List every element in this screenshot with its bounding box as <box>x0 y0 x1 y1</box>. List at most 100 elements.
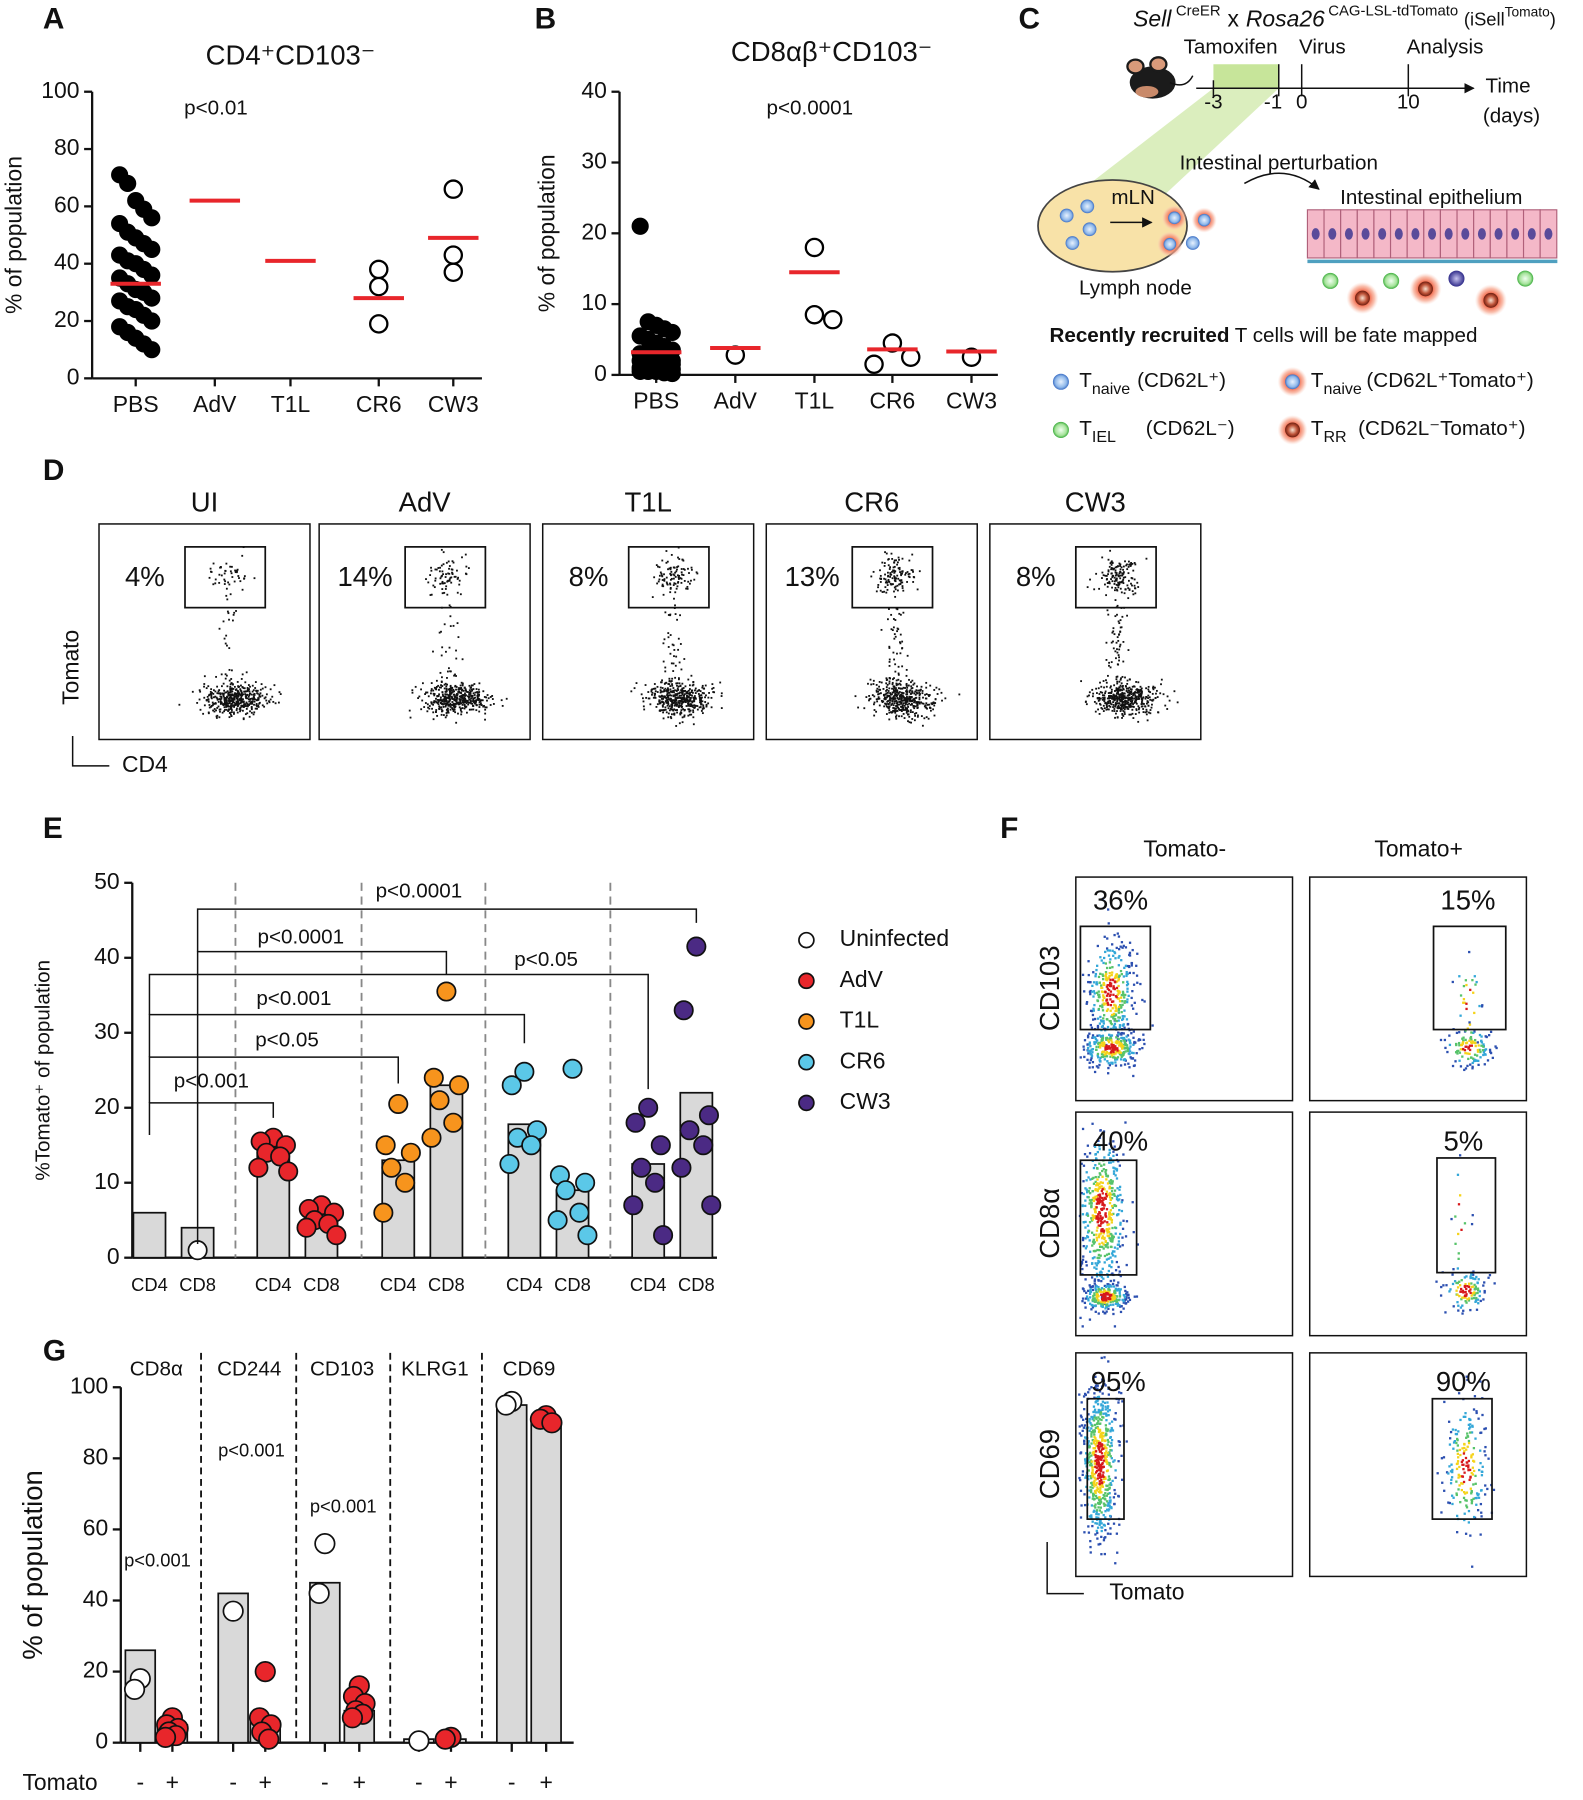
event-dot <box>266 702 269 705</box>
event-dot <box>243 575 246 578</box>
event-dot <box>1132 1036 1135 1039</box>
event-dot <box>691 705 694 708</box>
event-dot <box>905 683 908 686</box>
data-point <box>650 1135 671 1156</box>
event-dot <box>451 703 454 706</box>
x-tick-label: CD8 <box>428 1274 465 1295</box>
event-dot <box>1477 1044 1480 1047</box>
event-dot <box>664 696 666 698</box>
event-dot <box>654 696 656 699</box>
event-dot <box>704 696 706 699</box>
event-dot <box>896 690 899 693</box>
event-dot <box>1127 994 1130 997</box>
event-dot <box>1116 710 1118 712</box>
event-dot <box>1129 698 1132 701</box>
event-dot <box>478 706 481 708</box>
event-dot <box>668 677 671 680</box>
event-dot <box>247 695 250 698</box>
event-dot <box>1108 580 1111 583</box>
event-dot <box>1117 1007 1121 1011</box>
event-dot <box>1473 1030 1476 1033</box>
event-dot <box>662 711 665 714</box>
event-dot <box>437 703 440 706</box>
event-dot <box>1113 1297 1116 1300</box>
event-dot <box>243 690 246 693</box>
event-dot <box>664 700 667 703</box>
event-dot <box>436 699 439 701</box>
y-axis-label: %Tomato⁺ of population <box>31 960 54 1181</box>
event-dot <box>1087 1196 1090 1199</box>
event-dot <box>1083 1055 1086 1059</box>
event-dot <box>1099 681 1101 684</box>
event-dot <box>269 698 272 701</box>
event-dot <box>1458 1059 1461 1062</box>
event-dot <box>460 689 463 692</box>
event-dot <box>905 711 908 714</box>
event-dot <box>891 577 894 580</box>
x-tick-label: CD4 <box>630 1274 667 1295</box>
event-dot <box>674 709 677 712</box>
event-dot <box>664 670 667 673</box>
event-dot <box>475 688 478 690</box>
event-dot <box>1133 1059 1137 1062</box>
event-dot <box>1114 650 1117 653</box>
event-dot <box>1135 688 1138 691</box>
event-dot <box>642 700 645 703</box>
event-dot <box>1113 1290 1116 1293</box>
event-dot <box>689 684 691 687</box>
event-dot <box>892 678 894 681</box>
event-dot <box>1096 1024 1100 1028</box>
event-dot <box>1094 1300 1097 1303</box>
event-dot <box>1096 1034 1099 1037</box>
event-dot <box>443 703 446 705</box>
event-dot <box>1151 1024 1154 1027</box>
event-dot <box>674 700 676 703</box>
event-dot <box>241 554 244 557</box>
event-dot <box>1101 577 1103 579</box>
event-dot <box>1162 693 1165 696</box>
event-dot <box>659 696 662 698</box>
event-dot <box>1132 1043 1135 1046</box>
event-dot <box>1111 1041 1114 1044</box>
event-dot <box>677 576 680 579</box>
event-dot <box>449 698 452 701</box>
event-dot <box>1122 688 1125 691</box>
event-dot <box>886 584 889 586</box>
event-dot <box>219 566 222 569</box>
event-dot <box>1098 1063 1101 1067</box>
event-dot <box>456 694 458 697</box>
event-dot <box>1145 687 1148 690</box>
event-dot <box>1147 704 1150 707</box>
event-dot <box>453 699 456 702</box>
event-dot <box>885 686 888 689</box>
event-dot <box>463 686 466 689</box>
event-dot <box>904 697 907 700</box>
event-dot <box>906 703 909 706</box>
event-dot <box>1116 932 1119 935</box>
event-dot <box>911 690 914 693</box>
event-dot <box>233 696 236 699</box>
event-dot <box>1087 1052 1090 1055</box>
data-point <box>421 1127 442 1148</box>
event-dot <box>910 569 913 571</box>
event-dot <box>448 604 451 607</box>
event-dot <box>1120 591 1123 594</box>
event-dot <box>447 572 450 575</box>
event-dot <box>665 702 668 704</box>
event-dot <box>693 697 696 699</box>
event-dot <box>1118 1053 1122 1056</box>
event-dot <box>908 678 910 681</box>
event-dot <box>1091 1257 1095 1260</box>
event-dot <box>690 713 693 716</box>
event-dot <box>229 688 232 691</box>
event-dot <box>1093 700 1096 703</box>
event-dot <box>1133 685 1136 688</box>
event-dot <box>1089 1302 1092 1305</box>
event-dot <box>1134 587 1137 590</box>
event-dot <box>1086 1236 1090 1239</box>
event-dot <box>1159 692 1162 695</box>
event-dot <box>479 700 482 703</box>
event-dot <box>1473 1041 1476 1044</box>
lymph-node-label: Lymph node <box>1079 276 1192 299</box>
event-dot <box>439 696 442 699</box>
